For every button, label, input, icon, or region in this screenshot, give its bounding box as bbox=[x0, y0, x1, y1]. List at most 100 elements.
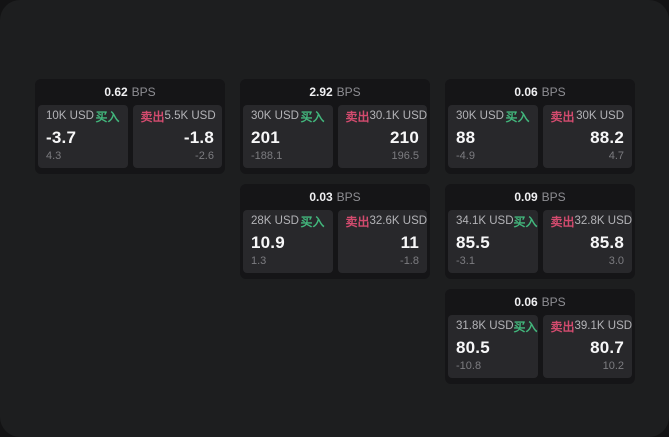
buy-amount: 34.1K USD bbox=[456, 215, 514, 228]
sell-price: 80.7 bbox=[590, 337, 624, 357]
buy-button[interactable]: 买入 bbox=[95, 110, 120, 124]
sell-sub-value: 10.2 bbox=[602, 360, 624, 372]
buy-sub-value: 1.3 bbox=[251, 255, 267, 267]
quote-panels: 31.8K USD 买入 80.5 -10.8 卖出 39.1K USD 80.… bbox=[448, 315, 632, 378]
quote-panels: 10K USD 买入 -3.7 4.3 卖出 5.5K USD -1.8 -2.… bbox=[38, 105, 222, 168]
buy-sub-value: -188.1 bbox=[251, 150, 283, 162]
sell-button[interactable]: 卖出 bbox=[345, 110, 370, 124]
buy-price: 201 bbox=[251, 127, 280, 147]
buy-sub-value: -4.9 bbox=[456, 150, 475, 162]
sell-panel[interactable]: 卖出 30.1K USD 210 196.5 bbox=[337, 105, 428, 168]
sell-top-row: 卖出 5.5K USD bbox=[140, 110, 216, 124]
quote-card: 0.62 BPS 10K USD 买入 -3.7 4.3 卖出 5.5K USD… bbox=[35, 79, 225, 174]
sell-top-row: 卖出 30.1K USD bbox=[345, 110, 428, 124]
buy-top-row: 31.8K USD 买入 bbox=[456, 321, 538, 333]
buy-price: -3.7 bbox=[46, 127, 77, 147]
buy-top-row: 28K USD 买入 bbox=[251, 216, 325, 228]
spread-header: 2.92 BPS bbox=[243, 79, 427, 105]
sell-price: 85.8 bbox=[590, 232, 624, 252]
buy-panel[interactable]: 30K USD 买入 201 -188.1 bbox=[243, 105, 333, 168]
sell-button[interactable]: 卖出 bbox=[550, 320, 575, 334]
sell-top-row: 卖出 32.8K USD bbox=[550, 215, 633, 229]
buy-panel[interactable]: 31.8K USD 买入 80.5 -10.8 bbox=[448, 315, 538, 378]
spread-header: 0.62 BPS bbox=[38, 79, 222, 105]
bps-unit-label: BPS bbox=[131, 85, 156, 99]
sell-button[interactable]: 卖出 bbox=[550, 215, 575, 229]
spread-header: 0.09 BPS bbox=[448, 184, 632, 210]
quote-card: 0.09 BPS 34.1K USD 买入 85.5 -3.1 卖出 32.8K… bbox=[445, 184, 635, 279]
buy-amount: 30K USD bbox=[251, 110, 299, 123]
sell-price: -1.8 bbox=[183, 127, 214, 147]
sell-amount: 39.1K USD bbox=[574, 320, 633, 333]
sell-sub-value: 3.0 bbox=[608, 255, 624, 267]
sell-price: 88.2 bbox=[590, 127, 624, 147]
sell-amount: 5.5K USD bbox=[164, 110, 216, 123]
quote-panels: 34.1K USD 买入 85.5 -3.1 卖出 32.8K USD 85.8… bbox=[448, 210, 632, 273]
sell-amount: 32.6K USD bbox=[369, 215, 428, 228]
sell-button[interactable]: 卖出 bbox=[550, 110, 575, 124]
buy-button[interactable]: 买入 bbox=[300, 215, 325, 229]
buy-price: 85.5 bbox=[456, 232, 490, 252]
sell-top-row: 卖出 30K USD bbox=[551, 111, 625, 123]
sell-price: 11 bbox=[400, 232, 419, 252]
quote-panels: 28K USD 买入 10.9 1.3 卖出 32.6K USD 11 -1.8 bbox=[243, 210, 427, 273]
buy-panel[interactable]: 30K USD 买入 88 -4.9 bbox=[448, 105, 538, 168]
buy-price: 10.9 bbox=[251, 232, 285, 252]
bps-unit-label: BPS bbox=[336, 85, 361, 99]
sell-panel[interactable]: 卖出 5.5K USD -1.8 -2.6 bbox=[132, 105, 222, 168]
sell-top-row: 卖出 32.6K USD bbox=[345, 215, 428, 229]
buy-top-row: 10K USD 买入 bbox=[46, 111, 120, 123]
buy-price: 80.5 bbox=[456, 337, 490, 357]
sell-amount: 30.1K USD bbox=[369, 110, 428, 123]
buy-sub-value: -3.1 bbox=[456, 255, 475, 267]
sell-panel[interactable]: 卖出 32.6K USD 11 -1.8 bbox=[337, 210, 428, 273]
sell-panel[interactable]: 卖出 32.8K USD 85.8 3.0 bbox=[542, 210, 633, 273]
buy-button[interactable]: 买入 bbox=[513, 320, 538, 334]
bps-unit-label: BPS bbox=[541, 85, 566, 99]
sell-sub-value: 196.5 bbox=[391, 150, 419, 162]
quote-panels: 30K USD 买入 201 -188.1 卖出 30.1K USD 210 1… bbox=[243, 105, 427, 168]
sell-sub-value: -1.8 bbox=[400, 255, 419, 267]
sell-price: 210 bbox=[390, 127, 419, 147]
sell-top-row: 卖出 39.1K USD bbox=[550, 320, 633, 334]
sell-panel[interactable]: 卖出 39.1K USD 80.7 10.2 bbox=[542, 315, 633, 378]
buy-price: 88 bbox=[456, 127, 476, 147]
spread-value: 0.06 bbox=[514, 295, 538, 309]
spread-value: 0.06 bbox=[514, 85, 538, 99]
buy-amount: 30K USD bbox=[456, 110, 504, 123]
buy-amount: 28K USD bbox=[251, 215, 299, 228]
buy-panel[interactable]: 10K USD 买入 -3.7 4.3 bbox=[38, 105, 128, 168]
sell-button[interactable]: 卖出 bbox=[140, 110, 165, 124]
buy-top-row: 30K USD 买入 bbox=[251, 111, 325, 123]
sell-amount: 32.8K USD bbox=[574, 215, 633, 228]
bps-unit-label: BPS bbox=[541, 190, 566, 204]
buy-button[interactable]: 买入 bbox=[505, 110, 530, 124]
buy-top-row: 30K USD 买入 bbox=[456, 111, 530, 123]
buy-sub-value: 4.3 bbox=[46, 150, 62, 162]
spread-value: 2.92 bbox=[309, 85, 333, 99]
spread-header: 0.06 BPS bbox=[448, 79, 632, 105]
spread-value: 0.03 bbox=[309, 190, 333, 204]
quote-card: 2.92 BPS 30K USD 买入 201 -188.1 卖出 30.1K … bbox=[240, 79, 430, 174]
buy-panel[interactable]: 28K USD 买入 10.9 1.3 bbox=[243, 210, 333, 273]
sell-sub-value: -2.6 bbox=[195, 150, 214, 162]
spread-value: 0.62 bbox=[104, 85, 128, 99]
sell-sub-value: 4.7 bbox=[608, 150, 624, 162]
spread-header: 0.03 BPS bbox=[243, 184, 427, 210]
bps-unit-label: BPS bbox=[541, 295, 566, 309]
spread-value: 0.09 bbox=[514, 190, 538, 204]
quote-panels: 30K USD 买入 88 -4.9 卖出 30K USD 88.2 4.7 bbox=[448, 105, 632, 168]
buy-sub-value: -10.8 bbox=[456, 360, 482, 372]
buy-panel[interactable]: 34.1K USD 买入 85.5 -3.1 bbox=[448, 210, 538, 273]
sell-panel[interactable]: 卖出 30K USD 88.2 4.7 bbox=[542, 105, 632, 168]
buy-button[interactable]: 买入 bbox=[513, 215, 538, 229]
buy-amount: 10K USD bbox=[46, 110, 94, 123]
quote-card: 0.03 BPS 28K USD 买入 10.9 1.3 卖出 32.6K US… bbox=[240, 184, 430, 279]
buy-button[interactable]: 买入 bbox=[300, 110, 325, 124]
buy-top-row: 34.1K USD 买入 bbox=[456, 215, 538, 228]
bps-unit-label: BPS bbox=[336, 190, 361, 204]
spread-header: 0.06 BPS bbox=[448, 289, 632, 315]
sell-button[interactable]: 卖出 bbox=[345, 215, 370, 229]
